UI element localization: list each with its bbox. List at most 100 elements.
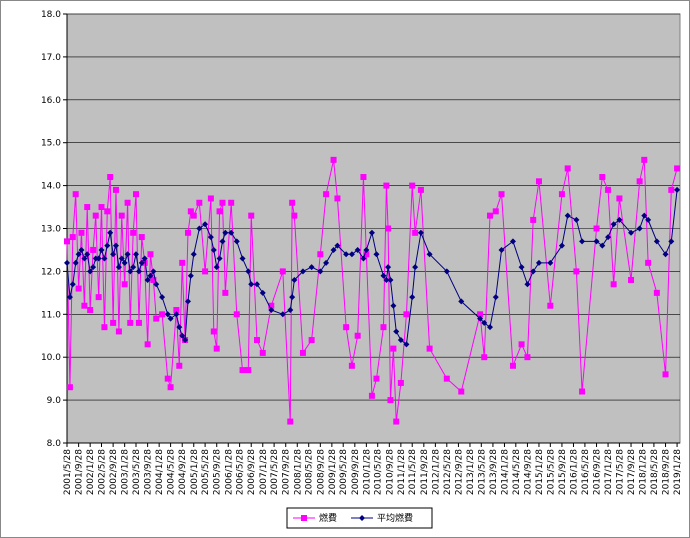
legend: 燃費 平均燃費 [286, 507, 433, 529]
marker [253, 337, 260, 344]
marker [530, 216, 537, 223]
marker [173, 311, 180, 318]
marker [92, 212, 99, 219]
y-tick-label: 8.0 [47, 439, 62, 449]
marker [477, 311, 484, 318]
marker [184, 298, 191, 305]
marker [492, 294, 499, 301]
marker [409, 294, 416, 301]
marker [360, 174, 367, 181]
marker [443, 375, 450, 382]
x-tick-label: 2001/5/28 [63, 449, 73, 495]
marker [130, 229, 137, 236]
marker [547, 259, 554, 266]
x-tick-label: 2012/9/28 [454, 449, 464, 495]
x-tick-label: 2012/1/28 [431, 449, 441, 495]
marker [383, 182, 390, 189]
marker [228, 199, 235, 206]
marker [95, 294, 102, 301]
marker [668, 238, 675, 245]
marker [409, 182, 416, 189]
marker [228, 229, 235, 236]
marker [530, 268, 537, 275]
y-tick-label: 13.0 [41, 225, 61, 235]
x-tick-label: 2009/1/28 [328, 449, 338, 495]
marker [81, 302, 88, 309]
x-tick-label: 2003/1/28 [121, 449, 131, 495]
marker [641, 156, 648, 163]
marker [343, 251, 350, 258]
x-tick-label: 2004/9/28 [178, 449, 188, 495]
marker [268, 307, 275, 314]
marker [150, 276, 157, 283]
x-tick-label: 2015/1/28 [535, 449, 545, 495]
marker [487, 212, 494, 219]
marker [239, 255, 246, 262]
x-tick-label: 2018/9/28 [662, 449, 672, 495]
x-tick-label: 2013/1/28 [466, 449, 476, 495]
marker [287, 307, 294, 314]
marker [291, 212, 298, 219]
marker [233, 311, 240, 318]
marker [207, 195, 214, 202]
marker [207, 234, 214, 241]
marker [287, 418, 294, 425]
marker [579, 388, 586, 395]
marker [118, 212, 125, 219]
x-tick-label: 2001/9/28 [75, 449, 85, 495]
marker [167, 384, 174, 391]
marker [509, 362, 516, 369]
marker [518, 264, 525, 271]
marker [518, 341, 525, 348]
marker [72, 259, 79, 266]
marker [107, 174, 114, 181]
marker [279, 268, 286, 275]
marker [605, 186, 612, 193]
marker [653, 238, 660, 245]
marker [616, 195, 623, 202]
marker [564, 212, 571, 219]
marker [259, 289, 266, 296]
marker [78, 246, 85, 253]
x-tick-label: 2011/9/28 [420, 449, 430, 495]
marker [492, 208, 499, 215]
marker [164, 311, 171, 318]
marker [87, 307, 94, 314]
marker [253, 281, 260, 288]
marker [317, 251, 324, 258]
marker [348, 251, 355, 258]
marker [173, 307, 180, 314]
x-tick-label: 2013/9/28 [489, 449, 499, 495]
y-tick-label: 12.0 [41, 267, 61, 277]
x-tick-label: 2009/5/28 [339, 449, 349, 495]
marker [164, 375, 171, 382]
marker [144, 276, 151, 283]
marker [573, 268, 580, 275]
marker [133, 191, 140, 198]
marker [112, 242, 119, 249]
marker [616, 216, 623, 223]
marker [368, 392, 375, 399]
marker [417, 186, 424, 193]
marker [147, 272, 154, 279]
marker [219, 199, 226, 206]
x-tick-label: 2012/5/28 [443, 449, 453, 495]
y-tick-label: 16.0 [41, 96, 61, 106]
marker [289, 294, 296, 301]
marker [301, 515, 307, 521]
marker [348, 362, 355, 369]
marker [239, 367, 246, 374]
y-tick-label: 15.0 [41, 139, 61, 149]
marker [121, 259, 128, 266]
marker [90, 264, 97, 271]
y-tick-label: 9.0 [47, 396, 62, 406]
marker [124, 251, 131, 258]
marker [64, 259, 70, 266]
marker [645, 216, 652, 223]
y-tick-label: 11.0 [41, 310, 61, 320]
marker [390, 302, 397, 309]
marker [674, 186, 681, 193]
marker [213, 345, 220, 352]
marker [216, 255, 223, 262]
